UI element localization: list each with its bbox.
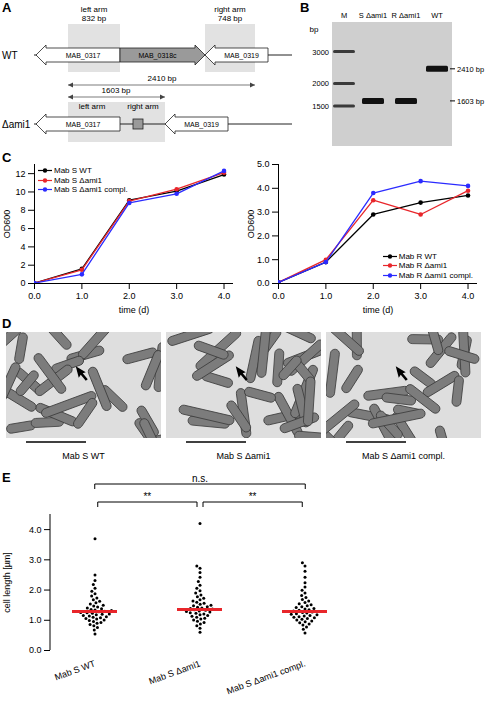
svg-text:right arm: right arm (127, 102, 159, 111)
svg-text:MAB_0318c: MAB_0318c (138, 52, 177, 60)
svg-text:n.s.: n.s. (192, 473, 208, 484)
svg-text:1.0: 1.0 (29, 615, 42, 625)
svg-text:Mab S Δami1: Mab S Δami1 (216, 451, 270, 461)
svg-text:2410 bp: 2410 bp (148, 74, 177, 83)
svg-text:MAB_0319: MAB_0319 (184, 121, 219, 129)
svg-text:R Δami1: R Δami1 (392, 11, 421, 20)
svg-text:3.0: 3.0 (29, 555, 42, 565)
svg-text:time (d): time (d) (363, 305, 394, 315)
svg-text:Mab S Δami1 compl.: Mab S Δami1 compl. (225, 658, 306, 696)
svg-text:M: M (341, 11, 347, 20)
svg-text:**: ** (143, 491, 151, 502)
svg-text:MAB_0317: MAB_0317 (66, 52, 101, 60)
svg-text:4.0: 4.0 (462, 291, 475, 301)
svg-text:832 bp: 832 bp (82, 14, 107, 23)
html-text:Mab S WT: Mab S WT (54, 166, 92, 175)
svg-text:left arm: left arm (79, 102, 106, 111)
svg-text:4.0: 4.0 (218, 291, 231, 301)
svg-text:WT: WT (431, 11, 443, 20)
svg-text:MAB_0317: MAB_0317 (66, 121, 101, 129)
svg-text:2.0: 2.0 (367, 291, 380, 301)
html-text:C: C (2, 150, 12, 165)
svg-text:0.0: 0.0 (29, 645, 42, 655)
html-text:Mab R Δami1 compl.: Mab R Δami1 compl. (398, 270, 473, 280)
svg-text:Mab S WT: Mab S WT (62, 451, 105, 461)
svg-text:3.0: 3.0 (414, 291, 427, 301)
svg-text:2: 2 (20, 260, 25, 270)
html-text:D: D (2, 316, 12, 331)
svg-text:5.0: 5.0 (257, 159, 270, 169)
svg-text:Δami1: Δami1 (2, 119, 31, 130)
svg-text:10: 10 (15, 187, 25, 197)
svg-text:1.0: 1.0 (320, 291, 333, 301)
svg-text:3.0: 3.0 (170, 291, 183, 301)
svg-text:0.0: 0.0 (272, 291, 285, 301)
svg-text:2410 bp: 2410 bp (457, 65, 484, 74)
svg-text:OD600: OD600 (246, 210, 256, 239)
svg-text:12: 12 (15, 169, 25, 179)
svg-text:1603 bp: 1603 bp (457, 97, 484, 106)
svg-text:3.0: 3.0 (257, 207, 270, 217)
svg-text:Mab S Δami1 compl.: Mab S Δami1 compl. (362, 451, 445, 461)
svg-text:1603 bp: 1603 bp (102, 86, 131, 95)
svg-text:8: 8 (20, 205, 25, 215)
svg-text:4.0: 4.0 (257, 183, 270, 193)
svg-text:WT: WT (2, 50, 18, 61)
svg-text:6: 6 (20, 223, 25, 233)
svg-text:0: 0 (20, 278, 25, 288)
svg-text:S Δami1: S Δami1 (359, 11, 387, 20)
html-text:A: A (2, 0, 12, 15)
svg-text:2.0: 2.0 (29, 585, 42, 595)
html-text:E: E (2, 470, 11, 485)
svg-text:2.0: 2.0 (123, 291, 136, 301)
svg-text:1.0: 1.0 (257, 255, 270, 265)
svg-text:right arm: right arm (214, 5, 246, 14)
svg-text:**: ** (249, 491, 257, 502)
html-text:B: B (300, 0, 310, 15)
html-text:Mab R Δami1: Mab R Δami1 (398, 261, 448, 270)
svg-text:1500: 1500 (312, 102, 329, 111)
svg-text:4.0: 4.0 (29, 524, 42, 534)
svg-text:4: 4 (20, 242, 25, 252)
svg-text:bp: bp (310, 25, 319, 34)
svg-text:2000: 2000 (312, 79, 329, 88)
svg-text:2.0: 2.0 (257, 231, 270, 241)
svg-text:0.0: 0.0 (257, 278, 270, 288)
svg-text:3000: 3000 (312, 48, 329, 57)
html-text:Mab S Δami1: Mab S Δami1 (54, 175, 102, 185)
html-text:Mab S Δami1 compl.: Mab S Δami1 compl. (54, 185, 128, 194)
svg-text:Mab S WT: Mab S WT (53, 658, 97, 682)
svg-text:MAB_0319: MAB_0319 (224, 52, 259, 60)
svg-text:0.0: 0.0 (28, 291, 41, 301)
svg-text:left arm: left arm (81, 5, 108, 14)
svg-text:time (d): time (d) (119, 305, 150, 315)
svg-text:1.0: 1.0 (76, 291, 89, 301)
svg-text:Mab S Δami1: Mab S Δami1 (147, 658, 201, 686)
svg-text:cell length [µm]: cell length [µm] (2, 552, 12, 613)
svg-text:748 bp: 748 bp (218, 14, 243, 23)
html-text:Mab R WT: Mab R WT (398, 251, 437, 261)
svg-text:OD600: OD600 (2, 210, 12, 239)
